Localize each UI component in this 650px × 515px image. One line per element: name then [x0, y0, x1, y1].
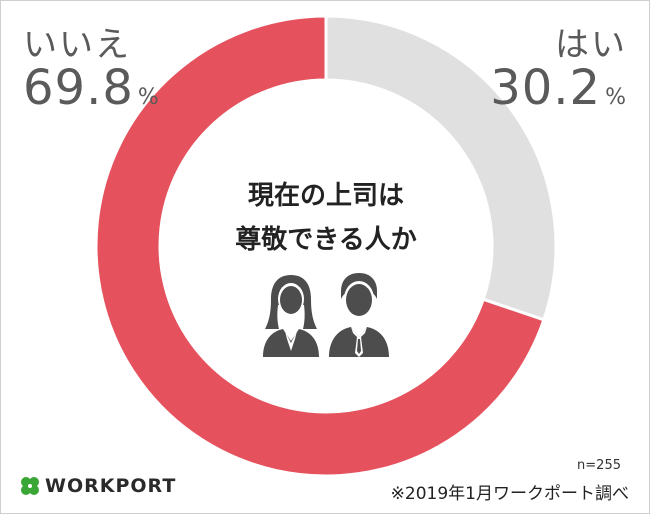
chart-question: 現在の上司は 尊敬できる人か	[206, 174, 446, 262]
chart-question-line-1: 現在の上司は	[247, 181, 404, 211]
woman-avatar-icon	[263, 275, 319, 357]
label-no-name: いいえ	[23, 25, 131, 65]
logo-text: WORKPORT	[45, 475, 177, 497]
label-yes-name: はい	[555, 25, 627, 65]
donut-slice-yes	[324, 14, 558, 322]
people-icons	[263, 273, 389, 357]
label-yes: はい 30.2%	[490, 27, 627, 123]
source-note: ※2019年1月ワークポート調べ	[390, 484, 629, 504]
sample-size-note: n=255	[577, 458, 621, 473]
chart-question-line-2: 尊敬できる人か	[235, 225, 417, 255]
label-no-number: 69.8	[23, 60, 134, 116]
label-yes-number: 30.2	[490, 60, 602, 116]
label-yes-value: 30.2%	[490, 63, 627, 123]
label-no-value: 69.8%	[23, 63, 160, 123]
label-no: いいえ 69.8%	[23, 27, 160, 123]
donut-slice-no	[94, 14, 546, 478]
four-leaf-clover-icon	[21, 477, 39, 495]
man-avatar-icon	[329, 273, 389, 357]
workport-logo: WORKPORT	[19, 475, 176, 497]
label-yes-unit: %	[605, 85, 627, 110]
label-no-unit: %	[137, 85, 160, 110]
